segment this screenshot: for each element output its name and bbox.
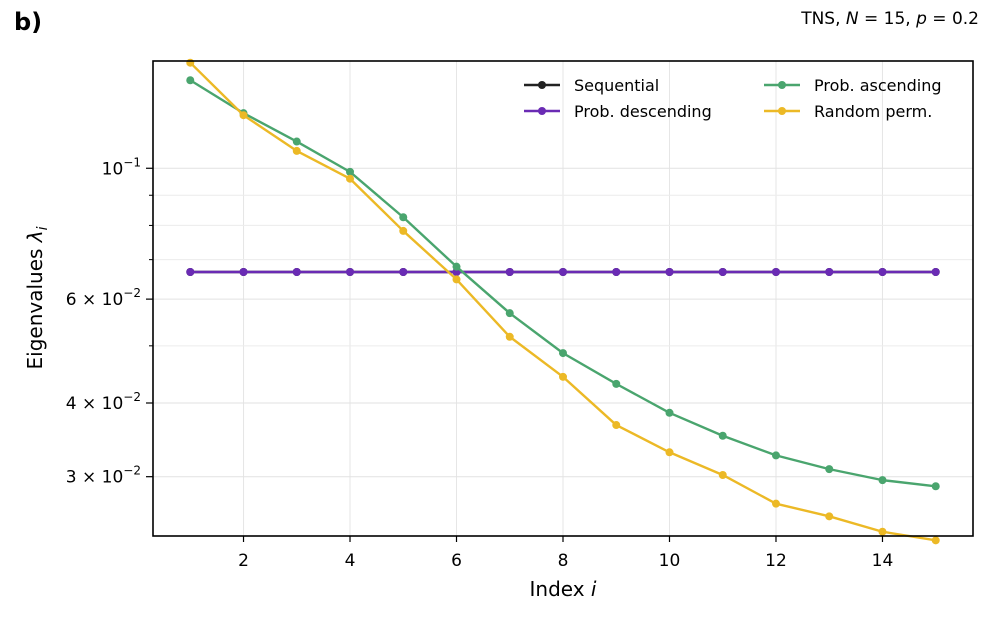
- data-point-prob-ascending: [452, 262, 461, 271]
- data-point-prob-descending: [718, 268, 727, 277]
- data-point-random-perm: [612, 421, 621, 430]
- data-point-random-perm: [878, 527, 887, 536]
- legend-marker-random-perm: [778, 107, 786, 115]
- legend-label-sequential: Sequential: [574, 76, 659, 95]
- data-point-random-perm: [452, 275, 461, 284]
- data-point-prob-descending: [559, 268, 567, 277]
- data-point-random-perm: [718, 470, 727, 479]
- x-tick-label: 6: [451, 551, 462, 571]
- data-point-prob-ascending: [399, 213, 408, 222]
- data-point-prob-descending: [825, 268, 834, 277]
- data-point-prob-ascending: [346, 167, 355, 176]
- legend-label-prob-ascending: Prob. ascending: [814, 76, 942, 95]
- data-point-random-perm: [239, 111, 248, 120]
- y-tick-label: 6 × 10−2: [66, 286, 141, 310]
- data-point-prob-descending: [665, 268, 674, 277]
- data-point-prob-ascending: [825, 465, 834, 474]
- data-point-prob-ascending: [665, 408, 674, 417]
- x-tick-label: 14: [872, 551, 894, 571]
- data-point-prob-descending: [399, 268, 408, 277]
- data-point-prob-ascending: [292, 137, 301, 146]
- x-axis-label: Index i: [530, 577, 597, 601]
- x-tick-label: 12: [765, 551, 787, 571]
- data-point-prob-descending: [878, 268, 887, 277]
- data-point-prob-ascending: [612, 379, 621, 388]
- data-point-random-perm: [665, 448, 674, 457]
- data-point-random-perm: [292, 146, 301, 155]
- data-point-prob-descending: [931, 268, 940, 277]
- plot-series: [186, 58, 940, 545]
- data-point-random-perm: [399, 226, 408, 235]
- data-point-random-perm: [825, 512, 834, 521]
- x-tick-label: 8: [558, 551, 569, 571]
- data-point-prob-descending: [346, 268, 355, 277]
- panel-label: b): [14, 8, 42, 36]
- data-point-prob-descending: [612, 268, 621, 277]
- y-axis-label: Eigenvalues λi: [23, 226, 51, 369]
- data-point-prob-descending: [186, 268, 195, 277]
- data-point-prob-descending: [292, 268, 301, 277]
- grid: [153, 61, 973, 536]
- x-tick-label: 10: [659, 551, 681, 571]
- data-point-random-perm: [505, 332, 514, 341]
- legend-marker-prob-ascending: [778, 81, 786, 89]
- legend-marker-prob-descending: [538, 107, 546, 115]
- axes: 2 4 6 8 10 12 14 10−1 6 × 10−2 4 × 10−2 3 × 10−2: [66, 155, 894, 571]
- x-tick-label: 4: [345, 551, 356, 571]
- data-point-prob-descending: [771, 268, 780, 277]
- y-tick-label: 3 × 10−2: [66, 464, 141, 488]
- legend: Sequential Prob. descending Prob. ascend…: [524, 76, 942, 121]
- data-point-prob-ascending: [559, 349, 567, 358]
- data-point-prob-descending: [239, 268, 248, 277]
- data-point-random-perm: [771, 499, 780, 508]
- legend-marker-sequential: [538, 81, 546, 89]
- x-tick-label: 2: [238, 551, 249, 571]
- data-point-random-perm: [559, 372, 567, 381]
- data-point-prob-ascending: [878, 476, 887, 485]
- data-point-prob-ascending: [186, 76, 195, 85]
- y-tick-label: 10−1: [102, 155, 141, 179]
- data-point-random-perm: [931, 536, 940, 545]
- data-point-prob-ascending: [771, 451, 780, 460]
- data-point-prob-ascending: [718, 431, 727, 440]
- legend-label-prob-descending: Prob. descending: [574, 102, 712, 121]
- legend-label-random-perm: Random perm.: [814, 102, 932, 121]
- data-point-prob-ascending: [505, 309, 514, 318]
- chart-title: TNS, N = 15, p = 0.2: [800, 9, 979, 29]
- data-point-random-perm: [346, 174, 355, 183]
- data-point-prob-descending: [505, 268, 514, 277]
- data-point-prob-ascending: [931, 482, 940, 491]
- data-point-random-perm: [186, 58, 195, 67]
- y-tick-label: 4 × 10−2: [66, 390, 141, 414]
